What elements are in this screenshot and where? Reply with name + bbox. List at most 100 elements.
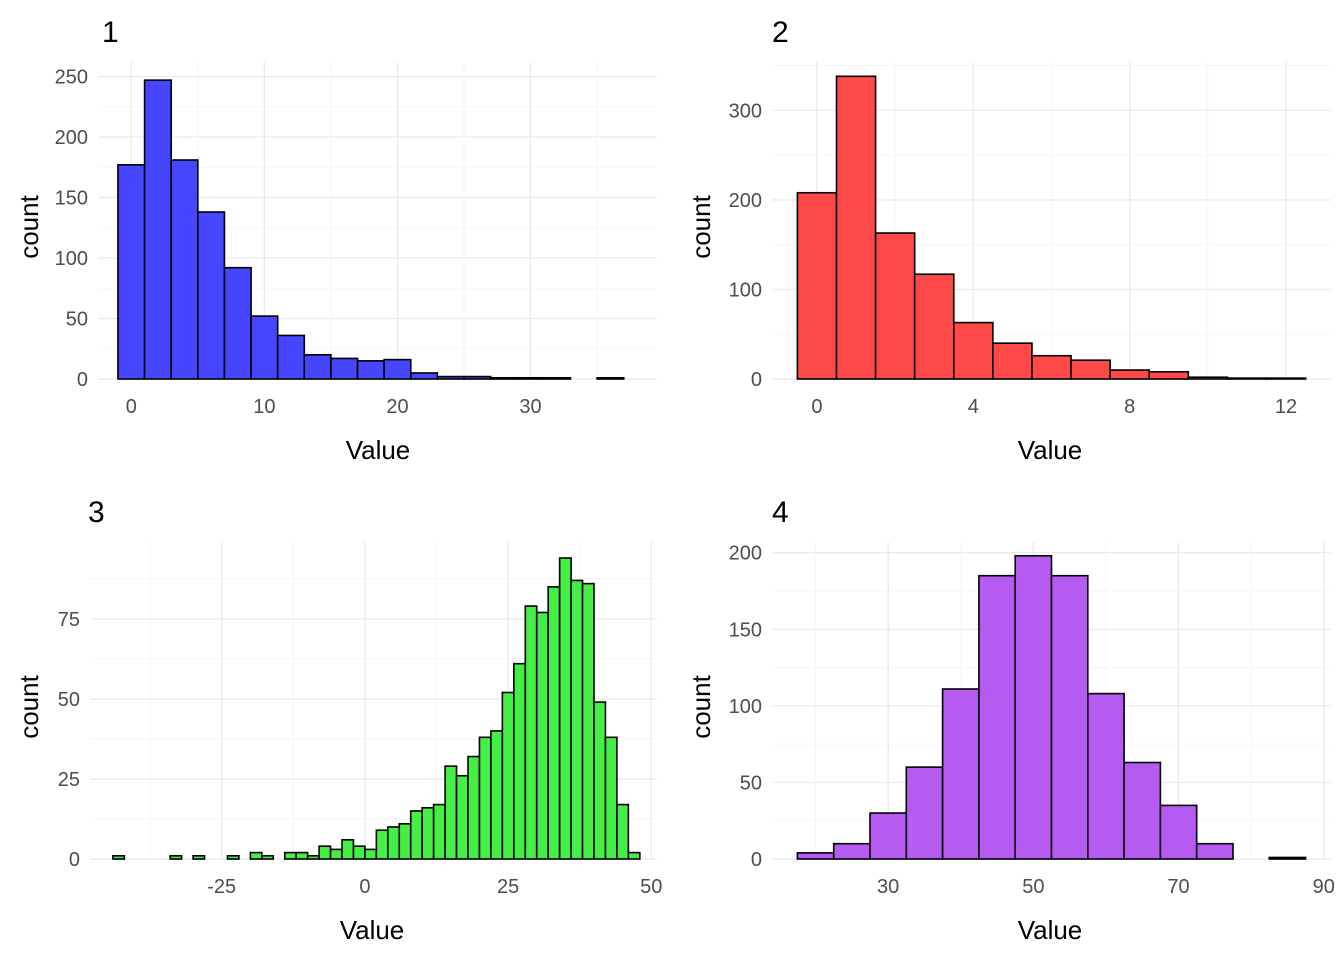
histogram-bar xyxy=(1086,692,1125,860)
histogram-bar xyxy=(501,691,515,860)
histogram-bar xyxy=(306,854,320,860)
histogram-bar xyxy=(383,358,412,380)
histogram-bar xyxy=(1187,376,1229,380)
histogram-bar xyxy=(1148,371,1190,380)
histogram-bar xyxy=(516,376,545,380)
y-tick-label: 50 xyxy=(58,689,80,711)
y-tick-label: 150 xyxy=(55,188,88,210)
histogram-bar xyxy=(364,848,378,860)
histogram-bar xyxy=(276,334,306,380)
panel-title: 1 xyxy=(102,16,119,49)
x-tick-label: 0 xyxy=(126,396,137,418)
histogram-bar xyxy=(409,372,439,380)
histogram-bar xyxy=(463,375,492,380)
histogram-bar xyxy=(223,266,252,380)
histogram-bar xyxy=(250,315,279,380)
x-tick-label: 30 xyxy=(877,876,899,898)
x-tick-label: -25 xyxy=(207,876,236,898)
histogram-bar xyxy=(375,829,389,860)
histogram-bar xyxy=(1014,554,1053,860)
histogram-bar xyxy=(543,376,572,380)
histogram-bar xyxy=(596,376,625,380)
y-tick-label: 75 xyxy=(58,609,80,631)
histogram-bar xyxy=(432,803,446,860)
x-tick-label: 10 xyxy=(253,396,275,418)
y-axis-title: count xyxy=(686,674,716,738)
x-axis-title: Value xyxy=(340,915,405,945)
histogram-bars xyxy=(112,557,641,860)
y-axis-title: count xyxy=(14,674,44,738)
y-axis-title: count xyxy=(686,194,716,258)
histogram-bar xyxy=(387,826,401,860)
x-axis-title: Value xyxy=(1018,435,1083,465)
histogram-bars xyxy=(796,554,1307,860)
y-tick-label: 100 xyxy=(729,696,762,718)
y-tick-label: 50 xyxy=(740,772,762,794)
histogram-bar xyxy=(341,838,355,860)
y-tick-label: 100 xyxy=(729,279,762,301)
histogram-bar xyxy=(398,822,412,860)
histogram-bar xyxy=(832,842,871,860)
histogram-bar xyxy=(913,273,955,380)
x-tick-label: 50 xyxy=(640,876,662,898)
histogram-bar xyxy=(444,765,458,860)
histogram-bars xyxy=(117,79,625,380)
y-tick-label: 50 xyxy=(66,309,88,331)
histogram-bar xyxy=(283,851,297,860)
histogram-bar xyxy=(192,854,206,860)
histogram-bar xyxy=(616,803,630,860)
histogram-bar xyxy=(524,605,538,860)
histogram-bar xyxy=(1226,377,1268,380)
x-tick-label: 25 xyxy=(497,876,519,898)
histogram-bar xyxy=(570,579,584,860)
histogram-bar xyxy=(330,357,359,380)
x-axis-title: Value xyxy=(1018,915,1083,945)
x-tick-label: 90 xyxy=(1313,876,1335,898)
x-tick-label: 0 xyxy=(359,876,370,898)
x-tick-label: 8 xyxy=(1124,396,1135,418)
histogram-bar xyxy=(1070,359,1111,380)
histogram-bar xyxy=(329,848,343,860)
y-tick-label: 0 xyxy=(69,849,80,871)
histogram-bars xyxy=(796,75,1307,380)
panel-4: 4 Value count 30 50 70 90 0 50 100 150 200 xyxy=(686,496,1335,945)
histogram-bar xyxy=(1050,574,1089,860)
histogram-bar xyxy=(478,736,492,860)
x-tick-label: 4 xyxy=(968,396,979,418)
x-tick-label: 50 xyxy=(1022,876,1044,898)
histogram-bar xyxy=(796,852,835,860)
y-tick-label: 250 xyxy=(55,67,88,89)
y-tick-label: 100 xyxy=(55,248,88,270)
histogram-bar xyxy=(547,586,561,860)
histogram-bar xyxy=(796,191,838,380)
histogram-bar xyxy=(226,854,240,860)
histogram-bar xyxy=(169,854,183,860)
x-tick-label: 12 xyxy=(1275,396,1297,418)
y-tick-label: 300 xyxy=(729,100,762,122)
histogram-bar xyxy=(992,342,1033,380)
histogram-bar xyxy=(295,851,309,860)
y-tick-label: 25 xyxy=(58,769,80,791)
x-axis-title: Value xyxy=(346,435,411,465)
histogram-bar xyxy=(1031,354,1072,380)
histogram-bar xyxy=(436,375,465,380)
y-tick-label: 200 xyxy=(729,543,762,565)
x-tick-label: 20 xyxy=(386,396,408,418)
histogram-bar xyxy=(513,662,527,860)
y-axis-title: count xyxy=(14,194,44,258)
histogram-bar xyxy=(604,736,618,860)
histogram-bar xyxy=(1159,804,1198,860)
histogram-bar xyxy=(978,574,1017,860)
x-tick-label: 70 xyxy=(1167,876,1189,898)
y-tick-label: 150 xyxy=(729,619,762,641)
x-tick-label: 0 xyxy=(811,396,822,418)
histogram-bar xyxy=(1195,842,1234,860)
histogram-bar xyxy=(1109,369,1151,380)
histogram-bar xyxy=(835,75,877,380)
histogram-bar xyxy=(352,845,366,860)
panel-title: 4 xyxy=(772,496,789,529)
histogram-bar xyxy=(558,557,572,860)
histogram-bar xyxy=(593,701,607,860)
y-tick-label: 200 xyxy=(55,127,88,149)
